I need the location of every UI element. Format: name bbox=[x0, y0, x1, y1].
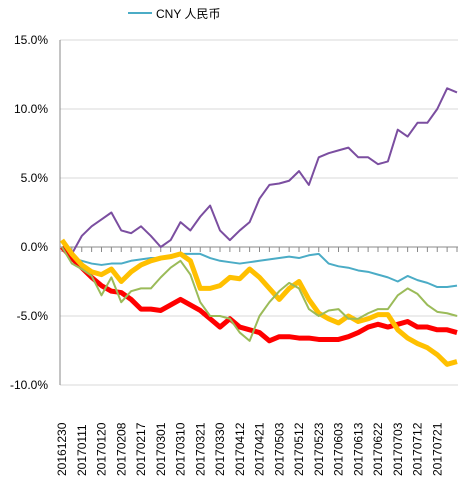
y-tick-label: -5.0% bbox=[17, 309, 49, 323]
series-line bbox=[59, 238, 458, 367]
x-tick-label: 20170301 bbox=[154, 422, 168, 476]
x-tick-label: 20170421 bbox=[253, 422, 267, 476]
legend-label: CNY 人民币 bbox=[156, 7, 220, 21]
x-tick-label: 20170412 bbox=[233, 422, 247, 476]
series-line bbox=[61, 87, 458, 255]
series-line bbox=[61, 246, 458, 342]
x-tick-label: 20170613 bbox=[351, 422, 365, 476]
x-tick-label: 20170120 bbox=[95, 422, 109, 476]
y-tick-label: 0.0% bbox=[21, 240, 49, 254]
series-line bbox=[61, 246, 458, 289]
x-tick-label: 20170330 bbox=[213, 422, 227, 476]
x-tick-label: 20170703 bbox=[391, 422, 405, 476]
x-tick-label: 20170503 bbox=[272, 422, 286, 476]
series-line bbox=[60, 245, 458, 344]
y-tick-label: 10.0% bbox=[14, 102, 48, 116]
y-tick-label: 15.0% bbox=[14, 33, 48, 47]
x-tick-label: 20170208 bbox=[114, 422, 128, 476]
y-tick-label: -10.0% bbox=[10, 378, 48, 392]
x-tick-label: 20170111 bbox=[75, 424, 89, 476]
x-tick-label: 20170321 bbox=[193, 422, 207, 476]
x-tick-label: 20170217 bbox=[134, 422, 148, 476]
y-tick-label: 5.0% bbox=[21, 171, 49, 185]
x-tick-label: 20161230 bbox=[55, 422, 69, 476]
x-tick-label: 20170523 bbox=[312, 422, 326, 476]
x-tick-label: 20170721 bbox=[430, 422, 444, 476]
x-tick-label: 20170622 bbox=[371, 422, 385, 476]
x-tick-label: 20170512 bbox=[292, 422, 306, 476]
x-tick-label: 20170310 bbox=[174, 422, 188, 476]
x-tick-label: 20170712 bbox=[411, 422, 425, 476]
x-tick-label: 20170603 bbox=[332, 422, 346, 476]
